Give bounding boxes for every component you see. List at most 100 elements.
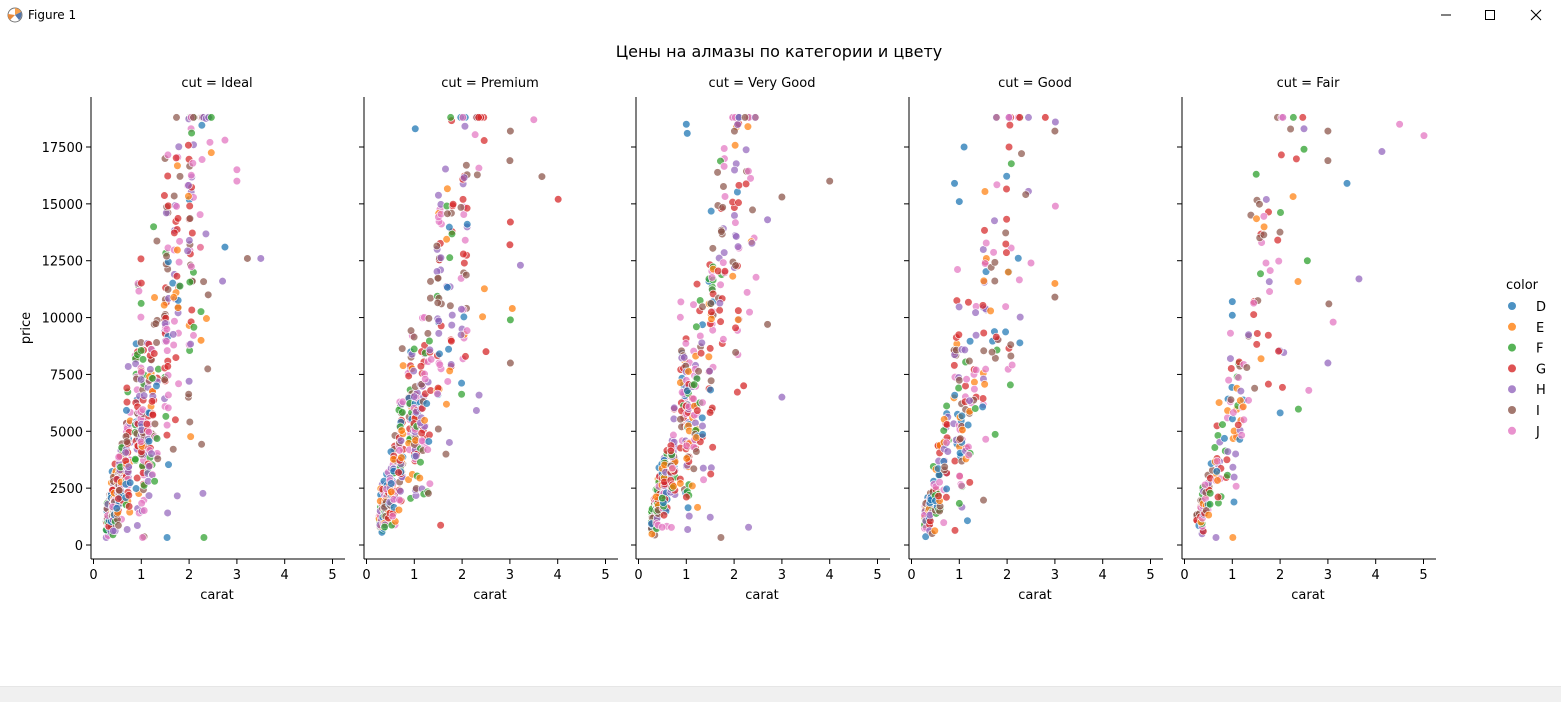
data-point [1264,331,1273,340]
pan-button[interactable] [100,695,122,703]
data-point [743,122,753,131]
data-point [718,203,727,212]
points-group-1 [375,113,489,537]
data-point [733,187,742,197]
data-point [441,450,451,459]
data-point [1239,415,1248,424]
data-point [471,130,480,139]
data-point [1220,434,1229,443]
data-point [443,283,452,292]
configure-button[interactable] [158,695,180,703]
maximize-button[interactable] [1467,0,1513,30]
data-point [185,201,194,211]
data-point [943,447,952,456]
data-point [394,505,404,515]
minimize-button[interactable] [1423,0,1469,30]
outlier-point [763,320,772,329]
x-tick-label: 4 [1099,568,1107,583]
data-point [668,464,677,473]
data-point [187,262,196,271]
data-point [957,481,966,490]
data-point [398,344,407,353]
data-point [144,437,154,446]
data-point [688,481,697,491]
data-point [462,270,471,280]
close-button[interactable] [1513,0,1559,30]
data-point [443,184,452,193]
data-point [1244,396,1253,405]
data-point [954,330,963,339]
data-point [133,473,142,483]
legend-marker-J [1508,426,1516,435]
outlier-point [1041,113,1050,122]
data-point [205,138,215,147]
data-point [173,491,182,500]
x-tick-label: 2 [185,568,193,583]
facet-scatter-chart: Цены на алмазы по категории и цвету cut =… [19,42,1546,603]
data-point [404,371,413,381]
points-group-3 [920,113,1033,541]
data-point [480,284,489,293]
data-point [1298,113,1307,122]
data-point [410,392,419,401]
data-point [669,482,678,491]
data-point [395,495,404,505]
data-point [457,390,466,399]
data-point [434,316,443,325]
x-tick-label: 0 [1180,568,1188,583]
data-point [150,293,159,302]
data-point [689,394,698,403]
back-button[interactable] [64,695,86,703]
data-point [658,523,667,532]
data-point [698,413,707,422]
data-point [980,380,989,389]
data-point [199,533,209,542]
data-point [1004,142,1014,152]
data-point [411,452,421,461]
x-tick-label: 2 [458,568,466,583]
data-point [990,276,999,286]
data-point [1289,113,1298,122]
data-point [140,506,149,515]
legend-title: color [1506,278,1539,293]
data-point [1200,480,1210,489]
data-point [1223,447,1232,456]
data-point [1253,329,1262,338]
data-point [187,171,196,180]
data-point [148,374,157,383]
data-point [114,452,123,462]
data-point [139,391,149,400]
data-point [972,365,981,375]
data-point [950,526,960,535]
home-button[interactable] [36,695,58,703]
data-point [970,385,979,394]
outlier-point [955,197,964,206]
data-point [148,410,157,420]
x-tick-label: 3 [233,568,241,583]
data-point [683,503,693,512]
facet-title-2: cut = Very Good [709,76,816,91]
data-point [115,486,124,495]
data-point [123,525,132,534]
data-point [682,454,691,463]
data-point [989,248,998,257]
data-point [433,298,442,307]
save-button[interactable] [194,695,216,703]
data-point [445,223,454,232]
data-point [162,325,171,334]
data-point [1227,364,1236,373]
data-point [719,335,728,344]
data-point [1256,269,1265,278]
data-point [462,161,471,170]
data-point [207,148,216,157]
data-point [462,326,472,335]
data-point [720,267,730,276]
zoom-button[interactable] [128,695,150,703]
data-point [958,425,967,435]
data-point [1286,124,1295,134]
data-point [433,274,443,283]
outlier-point [506,217,515,227]
data-point [172,202,181,211]
data-point [122,437,131,446]
data-point [131,359,140,368]
